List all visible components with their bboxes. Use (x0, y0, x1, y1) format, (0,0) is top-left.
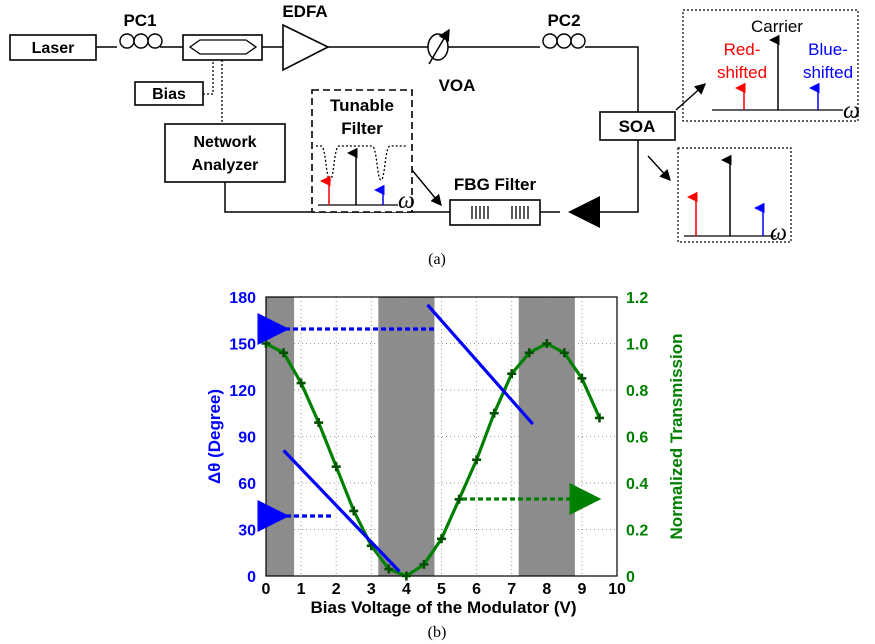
voa-label: VOA (439, 76, 476, 95)
pc2-label: PC2 (547, 11, 580, 30)
y-right-axis-label: Normalized Transmission (667, 334, 686, 540)
data-point-0-9 (419, 559, 429, 569)
y-right-tick-label-0: 0 (626, 569, 635, 586)
x-tick-label-4: 4 (402, 581, 411, 598)
y-left-tick-label-0: 0 (247, 569, 256, 586)
bias-chart: 0 1 2 3 4 5 6 7 8 9 10030609012015018000.20.40.60.… (205, 290, 686, 617)
laser-label: Laser (32, 40, 75, 57)
fbg-filter (449, 199, 541, 226)
data-point-0-12 (472, 455, 482, 465)
series-line-0 (265, 341, 601, 578)
plot-frame (265, 296, 618, 577)
carrier-label: Carrier (751, 17, 803, 36)
data-point-0-14 (507, 369, 517, 379)
x-tick-label-2: 2 (332, 581, 341, 598)
y-left-tick-label-4: 120 (229, 383, 256, 400)
soa-label: SOA (619, 117, 656, 136)
spectrum-inset-top: Carrier Red- shifted Blue- shifted ω (682, 9, 860, 124)
x-tick-label-6: 6 (472, 581, 481, 598)
edfa-amplifier (282, 23, 330, 72)
series-line-1 (282, 449, 401, 573)
data-point-0-4 (331, 462, 341, 472)
x-tick-label-8: 8 (542, 581, 551, 598)
y-left-tick-label-6: 180 (229, 290, 256, 307)
data-point-0-17 (559, 348, 569, 358)
setup-diagram: Laser PC1 Bias Network Analyzer EDFA VOA (9, 2, 860, 268)
x-axis-label: Bias Voltage of the Modulator (V) (310, 598, 576, 617)
y-left-tick-label-3: 90 (238, 430, 256, 447)
data-point-0-5 (349, 506, 359, 516)
y-right-tick-label-2: 0.4 (626, 476, 648, 493)
red-shifted-label-2: shifted (717, 63, 767, 82)
data-point-0-19 (594, 413, 604, 423)
y-left-tick-label-1: 30 (238, 523, 256, 540)
pc2-coils (542, 33, 586, 49)
data-point-0-7 (384, 564, 394, 574)
data-point-0-1 (279, 348, 289, 358)
tf-omega: ω (398, 188, 415, 214)
x-tick-label-10: 10 (608, 581, 626, 598)
modulator (182, 34, 263, 61)
data-point-0-16 (542, 339, 552, 348)
pc1-coils (119, 33, 163, 49)
top-omega: ω (843, 98, 860, 124)
x-tick-label-9: 9 (577, 581, 586, 598)
y-left-tick-label-5: 150 (229, 337, 256, 354)
caption-a: (a) (428, 251, 446, 268)
red-shifted-label-1: Red- (724, 40, 761, 59)
data-point-0-13 (489, 408, 499, 418)
data-point-0-15 (524, 348, 534, 358)
edfa-label: EDFA (282, 2, 327, 21)
network-analyzer-label-2: Analyzer (192, 157, 259, 174)
y-right-tick-label-3: 0.6 (626, 430, 648, 447)
data-point-0-10 (437, 534, 446, 544)
fbg-filter-label: FBG Filter (454, 175, 537, 194)
tunable-filter-label-1: Tunable (330, 96, 394, 115)
tunable-filter-label-2: Filter (341, 119, 383, 138)
series-line-2 (426, 303, 534, 426)
pc1-label: PC1 (123, 11, 156, 30)
soa-box (599, 111, 676, 141)
y-right-tick-label-4: 0.8 (626, 383, 648, 400)
x-tick-label-3: 3 (367, 581, 376, 598)
blue-shifted-label-1: Blue- (808, 40, 848, 59)
y-right-tick-label-5: 1.0 (626, 337, 648, 354)
caption-b: (b) (428, 624, 447, 641)
x-tick-label-0: 0 (262, 581, 271, 598)
data-point-0-8 (401, 571, 411, 581)
y-right-tick-label-1: 0.2 (626, 523, 648, 540)
y-right-tick-label-6: 1.2 (626, 290, 648, 307)
laser-box (9, 34, 97, 61)
x-tick-label-7: 7 (507, 581, 516, 598)
data-point-0-2 (296, 378, 306, 388)
data-point-0-18 (577, 373, 587, 383)
bias-label: Bias (152, 86, 186, 103)
bottom-omega: ω (770, 220, 787, 246)
network-analyzer-label-1: Network (193, 134, 256, 151)
data-point-0-3 (314, 418, 324, 428)
spectrum-inset-bottom: ω (677, 147, 792, 246)
blue-shifted-label-2: shifted (803, 63, 853, 82)
tunable-filter-inset: Tunable Filter ω (311, 89, 415, 214)
y-left-axis-label: Δθ (Degree) (205, 389, 224, 484)
x-tick-label-1: 1 (297, 581, 306, 598)
network-analyzer-box (164, 123, 286, 183)
x-tick-label-5: 5 (437, 581, 446, 598)
y-left-tick-label-2: 60 (238, 476, 256, 493)
